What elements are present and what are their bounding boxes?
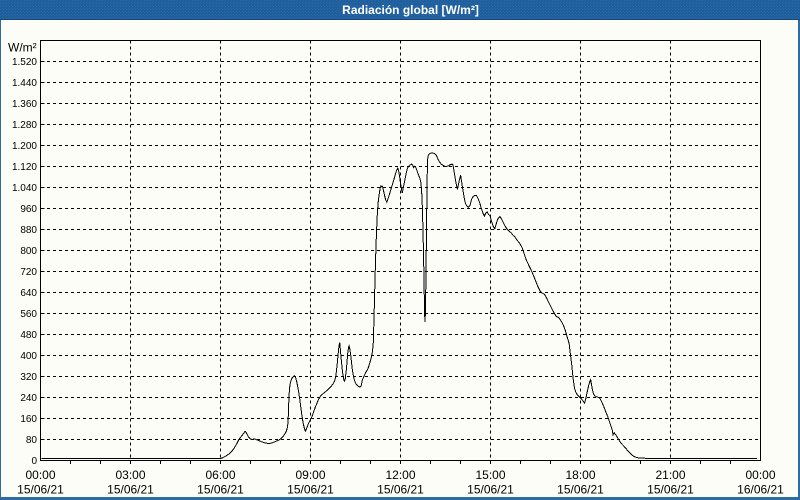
svg-text:00:00: 00:00 [25,468,55,482]
svg-text:320: 320 [20,372,37,383]
svg-text:06:00: 06:00 [205,468,235,482]
svg-text:15/06/21: 15/06/21 [647,483,694,497]
svg-text:12:00: 12:00 [385,468,415,482]
svg-text:15/06/21: 15/06/21 [107,483,154,497]
svg-text:0: 0 [31,456,37,467]
svg-text:15/06/21: 15/06/21 [557,483,604,497]
svg-text:16/06/21: 16/06/21 [737,483,784,497]
svg-text:1.200: 1.200 [12,141,37,152]
svg-text:15/06/21: 15/06/21 [377,483,424,497]
svg-text:15/06/21: 15/06/21 [197,483,244,497]
svg-text:15/06/21: 15/06/21 [17,483,64,497]
svg-text:21:00: 21:00 [655,468,685,482]
svg-text:15/06/21: 15/06/21 [467,483,514,497]
svg-text:1.280: 1.280 [12,120,37,131]
svg-text:1.440: 1.440 [12,78,37,89]
svg-text:03:00: 03:00 [115,468,145,482]
svg-text:15:00: 15:00 [475,468,505,482]
svg-text:160: 160 [20,414,37,425]
svg-text:80: 80 [26,435,38,446]
svg-text:640: 640 [20,288,37,299]
svg-text:240: 240 [20,393,37,404]
svg-text:W/m²: W/m² [8,41,37,55]
svg-text:1.520: 1.520 [12,57,37,68]
svg-text:1.040: 1.040 [12,183,37,194]
svg-text:720: 720 [20,267,37,278]
svg-text:18:00: 18:00 [565,468,595,482]
svg-text:880: 880 [20,225,37,236]
svg-text:800: 800 [20,246,37,257]
svg-text:09:00: 09:00 [295,468,325,482]
svg-text:1.120: 1.120 [12,162,37,173]
svg-text:560: 560 [20,309,37,320]
svg-text:00:00: 00:00 [745,468,775,482]
svg-text:1.360: 1.360 [12,99,37,110]
svg-text:960: 960 [20,204,37,215]
svg-text:15/06/21: 15/06/21 [287,483,334,497]
svg-text:400: 400 [20,351,37,362]
svg-text:480: 480 [20,330,37,341]
